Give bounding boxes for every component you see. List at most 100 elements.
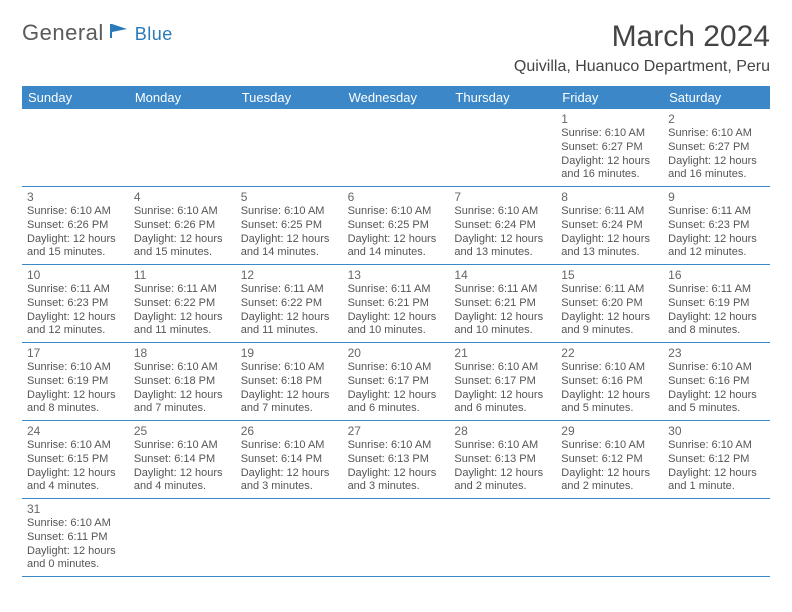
calendar-day: 30Sunrise: 6:10 AMSunset: 6:12 PMDayligh… bbox=[663, 421, 770, 498]
daylight-line: Daylight: 12 hours and 11 minutes. bbox=[134, 311, 231, 339]
sunset-line: Sunset: 6:24 PM bbox=[454, 219, 551, 233]
calendar-day: 26Sunrise: 6:10 AMSunset: 6:14 PMDayligh… bbox=[236, 421, 343, 498]
day-number: 4 bbox=[134, 190, 231, 204]
daylight-line: Daylight: 12 hours and 5 minutes. bbox=[561, 389, 658, 417]
sunset-line: Sunset: 6:20 PM bbox=[561, 297, 658, 311]
sunset-line: Sunset: 6:21 PM bbox=[348, 297, 445, 311]
calendar-day: 28Sunrise: 6:10 AMSunset: 6:13 PMDayligh… bbox=[449, 421, 556, 498]
calendar-day: 8Sunrise: 6:11 AMSunset: 6:24 PMDaylight… bbox=[556, 187, 663, 264]
daylight-line: Daylight: 12 hours and 16 minutes. bbox=[668, 155, 765, 183]
sunset-line: Sunset: 6:26 PM bbox=[27, 219, 124, 233]
sunset-line: Sunset: 6:22 PM bbox=[134, 297, 231, 311]
calendar-week: 10Sunrise: 6:11 AMSunset: 6:23 PMDayligh… bbox=[22, 265, 770, 343]
day-number: 28 bbox=[454, 424, 551, 438]
calendar-day: 23Sunrise: 6:10 AMSunset: 6:16 PMDayligh… bbox=[663, 343, 770, 420]
header: General Blue March 2024 Quivilla, Huanuc… bbox=[22, 20, 770, 76]
day-number: 13 bbox=[348, 268, 445, 282]
sunrise-line: Sunrise: 6:10 AM bbox=[454, 205, 551, 219]
calendar-empty bbox=[343, 499, 450, 576]
daylight-line: Daylight: 12 hours and 16 minutes. bbox=[561, 155, 658, 183]
brand-main: General bbox=[22, 20, 104, 46]
calendar-week: 17Sunrise: 6:10 AMSunset: 6:19 PMDayligh… bbox=[22, 343, 770, 421]
sunrise-line: Sunrise: 6:10 AM bbox=[241, 439, 338, 453]
day-number: 14 bbox=[454, 268, 551, 282]
sunset-line: Sunset: 6:24 PM bbox=[561, 219, 658, 233]
daylight-line: Daylight: 12 hours and 4 minutes. bbox=[134, 467, 231, 495]
sunset-line: Sunset: 6:12 PM bbox=[561, 453, 658, 467]
calendar-day: 29Sunrise: 6:10 AMSunset: 6:12 PMDayligh… bbox=[556, 421, 663, 498]
day-number: 21 bbox=[454, 346, 551, 360]
sunset-line: Sunset: 6:14 PM bbox=[241, 453, 338, 467]
day-number: 18 bbox=[134, 346, 231, 360]
calendar-day: 9Sunrise: 6:11 AMSunset: 6:23 PMDaylight… bbox=[663, 187, 770, 264]
daylight-line: Daylight: 12 hours and 11 minutes. bbox=[241, 311, 338, 339]
calendar-week: 31Sunrise: 6:10 AMSunset: 6:11 PMDayligh… bbox=[22, 499, 770, 577]
sunset-line: Sunset: 6:13 PM bbox=[348, 453, 445, 467]
calendar-day: 19Sunrise: 6:10 AMSunset: 6:18 PMDayligh… bbox=[236, 343, 343, 420]
weekday-sun: Sunday bbox=[22, 86, 129, 109]
calendar-day: 18Sunrise: 6:10 AMSunset: 6:18 PMDayligh… bbox=[129, 343, 236, 420]
day-number: 20 bbox=[348, 346, 445, 360]
daylight-line: Daylight: 12 hours and 12 minutes. bbox=[668, 233, 765, 261]
daylight-line: Daylight: 12 hours and 3 minutes. bbox=[241, 467, 338, 495]
calendar-day: 7Sunrise: 6:10 AMSunset: 6:24 PMDaylight… bbox=[449, 187, 556, 264]
daylight-line: Daylight: 12 hours and 7 minutes. bbox=[134, 389, 231, 417]
daylight-line: Daylight: 12 hours and 0 minutes. bbox=[27, 545, 124, 573]
calendar-day: 31Sunrise: 6:10 AMSunset: 6:11 PMDayligh… bbox=[22, 499, 129, 576]
sunrise-line: Sunrise: 6:11 AM bbox=[348, 283, 445, 297]
sunset-line: Sunset: 6:16 PM bbox=[668, 375, 765, 389]
daylight-line: Daylight: 12 hours and 8 minutes. bbox=[668, 311, 765, 339]
sunrise-line: Sunrise: 6:10 AM bbox=[27, 517, 124, 531]
calendar-day: 24Sunrise: 6:10 AMSunset: 6:15 PMDayligh… bbox=[22, 421, 129, 498]
day-number: 5 bbox=[241, 190, 338, 204]
calendar-day: 17Sunrise: 6:10 AMSunset: 6:19 PMDayligh… bbox=[22, 343, 129, 420]
day-number: 1 bbox=[561, 112, 658, 126]
sunset-line: Sunset: 6:16 PM bbox=[561, 375, 658, 389]
daylight-line: Daylight: 12 hours and 13 minutes. bbox=[454, 233, 551, 261]
daylight-line: Daylight: 12 hours and 3 minutes. bbox=[348, 467, 445, 495]
sunrise-line: Sunrise: 6:10 AM bbox=[27, 205, 124, 219]
calendar-day: 22Sunrise: 6:10 AMSunset: 6:16 PMDayligh… bbox=[556, 343, 663, 420]
day-number: 23 bbox=[668, 346, 765, 360]
day-number: 7 bbox=[454, 190, 551, 204]
daylight-line: Daylight: 12 hours and 9 minutes. bbox=[561, 311, 658, 339]
sunrise-line: Sunrise: 6:10 AM bbox=[668, 361, 765, 375]
day-number: 16 bbox=[668, 268, 765, 282]
calendar-day: 5Sunrise: 6:10 AMSunset: 6:25 PMDaylight… bbox=[236, 187, 343, 264]
sunrise-line: Sunrise: 6:11 AM bbox=[668, 205, 765, 219]
day-number: 19 bbox=[241, 346, 338, 360]
sunrise-line: Sunrise: 6:10 AM bbox=[454, 439, 551, 453]
calendar-day: 13Sunrise: 6:11 AMSunset: 6:21 PMDayligh… bbox=[343, 265, 450, 342]
sunrise-line: Sunrise: 6:10 AM bbox=[241, 205, 338, 219]
day-number: 31 bbox=[27, 502, 124, 516]
weekday-sat: Saturday bbox=[663, 86, 770, 109]
daylight-line: Daylight: 12 hours and 15 minutes. bbox=[134, 233, 231, 261]
sunrise-line: Sunrise: 6:11 AM bbox=[241, 283, 338, 297]
daylight-line: Daylight: 12 hours and 5 minutes. bbox=[668, 389, 765, 417]
sunset-line: Sunset: 6:23 PM bbox=[668, 219, 765, 233]
sunrise-line: Sunrise: 6:10 AM bbox=[134, 205, 231, 219]
daylight-line: Daylight: 12 hours and 4 minutes. bbox=[27, 467, 124, 495]
daylight-line: Daylight: 12 hours and 12 minutes. bbox=[27, 311, 124, 339]
calendar-empty bbox=[449, 499, 556, 576]
sunset-line: Sunset: 6:25 PM bbox=[348, 219, 445, 233]
sunset-line: Sunset: 6:22 PM bbox=[241, 297, 338, 311]
calendar-empty bbox=[22, 109, 129, 186]
sunrise-line: Sunrise: 6:11 AM bbox=[134, 283, 231, 297]
day-number: 10 bbox=[27, 268, 124, 282]
page-title: March 2024 bbox=[514, 20, 770, 54]
sunset-line: Sunset: 6:12 PM bbox=[668, 453, 765, 467]
daylight-line: Daylight: 12 hours and 2 minutes. bbox=[454, 467, 551, 495]
sunrise-line: Sunrise: 6:11 AM bbox=[454, 283, 551, 297]
daylight-line: Daylight: 12 hours and 7 minutes. bbox=[241, 389, 338, 417]
calendar-empty bbox=[236, 499, 343, 576]
calendar-day: 27Sunrise: 6:10 AMSunset: 6:13 PMDayligh… bbox=[343, 421, 450, 498]
day-number: 30 bbox=[668, 424, 765, 438]
weekday-thu: Thursday bbox=[449, 86, 556, 109]
day-number: 2 bbox=[668, 112, 765, 126]
calendar-day: 15Sunrise: 6:11 AMSunset: 6:20 PMDayligh… bbox=[556, 265, 663, 342]
sunset-line: Sunset: 6:18 PM bbox=[134, 375, 231, 389]
day-number: 27 bbox=[348, 424, 445, 438]
daylight-line: Daylight: 12 hours and 2 minutes. bbox=[561, 467, 658, 495]
weekday-fri: Friday bbox=[556, 86, 663, 109]
